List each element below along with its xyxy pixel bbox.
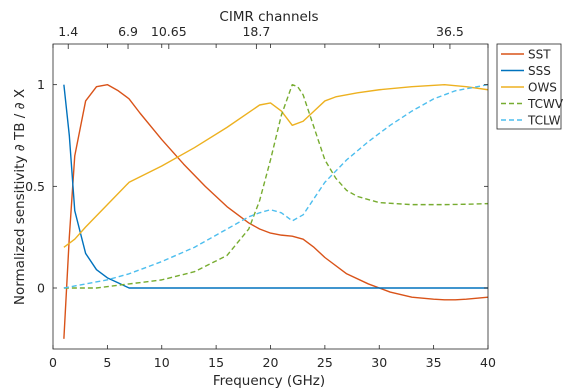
legend-label-tcwv: TCWV — [527, 97, 564, 111]
series-line-tcwv — [63, 83, 489, 289]
series-line-tclw — [63, 83, 489, 289]
y-tick-label: 1 — [37, 77, 45, 92]
legend-label-ows: OWS — [528, 81, 557, 95]
y-axis-label: Normalized sensitivity ∂ TB / ∂ X — [12, 89, 28, 305]
legend-label-sss: SSS — [528, 64, 551, 78]
x-tick-label: 40 — [480, 355, 496, 370]
x-tick-label: 15 — [208, 355, 224, 370]
legend-label-sst: SST — [528, 48, 551, 62]
channel-tick-label: 18.7 — [242, 24, 270, 39]
channel-tick-label: 1.4 — [58, 24, 78, 39]
x-axis-label: Frequency (GHz) — [213, 373, 325, 389]
x-tick-label: 30 — [371, 355, 387, 370]
series-line-sst — [63, 83, 489, 339]
x-tick-label: 10 — [154, 355, 170, 370]
legend: SST SSS OWS TCWV TCLW — [496, 43, 564, 130]
x-tick-label: 25 — [317, 355, 333, 370]
channel-tick-label: 6.9 — [118, 24, 138, 39]
channel-tick-label: 36.5 — [436, 24, 464, 39]
plot-area — [63, 83, 489, 339]
x-tick-label: 5 — [103, 355, 111, 370]
y-tick-label: 0.5 — [25, 179, 45, 194]
channel-tick-label: 10.65 — [151, 24, 187, 39]
legend-label-tclw: TCLW — [527, 114, 561, 128]
y-tick-label: 0 — [37, 281, 45, 296]
axes: 0 5 10 15 20 25 30 35 40 0 0.5 1 1.4 6.9 10.65 18.7 36.5 — [25, 24, 496, 370]
series-line-sss — [63, 84, 488, 289]
series-line-ows — [63, 83, 489, 248]
x-tick-label: 35 — [426, 355, 442, 370]
x-tick-label: 20 — [263, 355, 279, 370]
x-tick-label: 0 — [49, 355, 57, 370]
chart-title: CIMR channels — [219, 9, 318, 25]
plot-frame — [52, 43, 489, 350]
